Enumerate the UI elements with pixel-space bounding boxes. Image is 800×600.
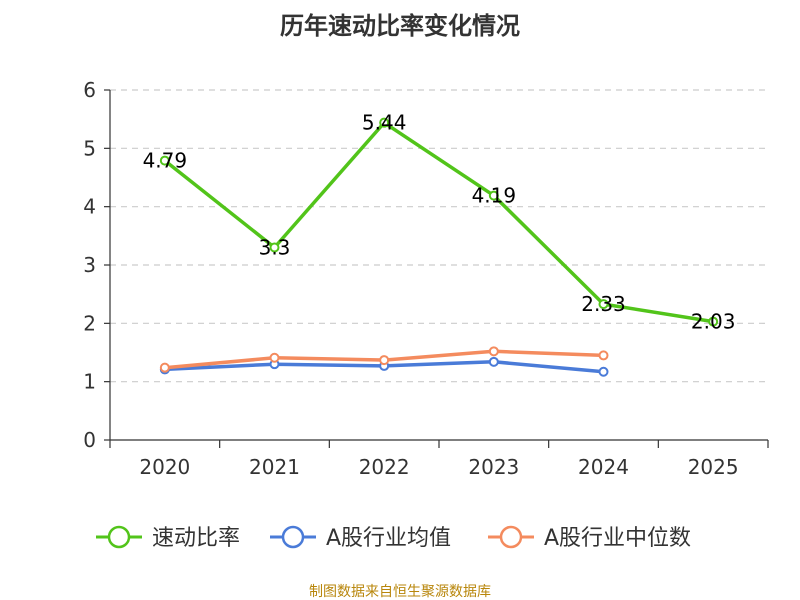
y-tick-label: 4 — [83, 195, 96, 219]
data-label: 4.79 — [143, 149, 188, 173]
data-point[interactable] — [379, 355, 390, 366]
data-point[interactable] — [488, 190, 499, 201]
x-tick-label: 2024 — [578, 455, 629, 479]
source-note: 制图数据来自恒生聚源数据库 — [309, 584, 491, 600]
series-1 — [159, 117, 719, 327]
series-line — [163, 120, 715, 324]
data-label: 2.33 — [581, 292, 626, 316]
data-point[interactable] — [159, 155, 170, 166]
x-tick-label: 2022 — [359, 455, 410, 479]
legend-item-3[interactable]: A股行业中位数 — [488, 525, 691, 551]
data-point[interactable] — [488, 356, 499, 367]
legend[interactable]: 速动比率 A股行业均值 A股行业中位数 — [96, 525, 691, 551]
data-point[interactable] — [598, 299, 609, 310]
data-label: 3.3 — [259, 236, 291, 260]
data-point[interactable] — [379, 117, 390, 128]
data-point[interactable] — [708, 316, 719, 327]
x-tick-label: 2021 — [249, 455, 300, 479]
legend-label: 速动比率 — [152, 526, 240, 551]
legend-marker-icon — [107, 525, 131, 549]
data-point[interactable] — [269, 352, 280, 363]
legend-marker-icon — [499, 525, 523, 549]
data-point[interactable] — [269, 242, 280, 253]
chart-title: 历年速动比率变化情况 — [280, 12, 520, 40]
series-layer — [159, 117, 719, 377]
x-tick-label: 2023 — [468, 455, 519, 479]
legend-item-1[interactable]: 速动比率 — [96, 525, 240, 551]
y-tick-label: 6 — [83, 78, 96, 102]
legend-label: A股行业中位数 — [544, 526, 691, 551]
legend-item-2[interactable]: A股行业均值 — [270, 525, 451, 551]
x-tick-label: 2025 — [688, 455, 739, 479]
x-tick-label: 2020 — [139, 455, 190, 479]
y-tick-label: 1 — [83, 370, 96, 394]
y-tick-label: 5 — [83, 136, 96, 160]
y-tick-label: 2 — [83, 311, 96, 335]
data-point[interactable] — [488, 346, 499, 357]
y-tick-label: 3 — [83, 253, 96, 277]
data-label: 4.19 — [472, 184, 517, 208]
series-3 — [159, 346, 609, 373]
legend-marker-icon — [281, 525, 305, 549]
data-point[interactable] — [159, 362, 170, 373]
axes: 0 1 2 3 4 5 6 2020 2021 2022 2023 2024 2025 — [83, 78, 769, 479]
data-label: 5.44 — [362, 111, 407, 135]
data-labels: 4.79 3.3 5.44 4.19 2.33 2.03 — [143, 111, 736, 334]
data-point[interactable] — [598, 350, 609, 361]
data-point[interactable] — [598, 366, 609, 377]
gridlines — [110, 89, 768, 383]
data-label: 2.03 — [691, 310, 736, 334]
legend-label: A股行业均值 — [326, 526, 451, 551]
y-tick-label: 0 — [83, 428, 96, 452]
